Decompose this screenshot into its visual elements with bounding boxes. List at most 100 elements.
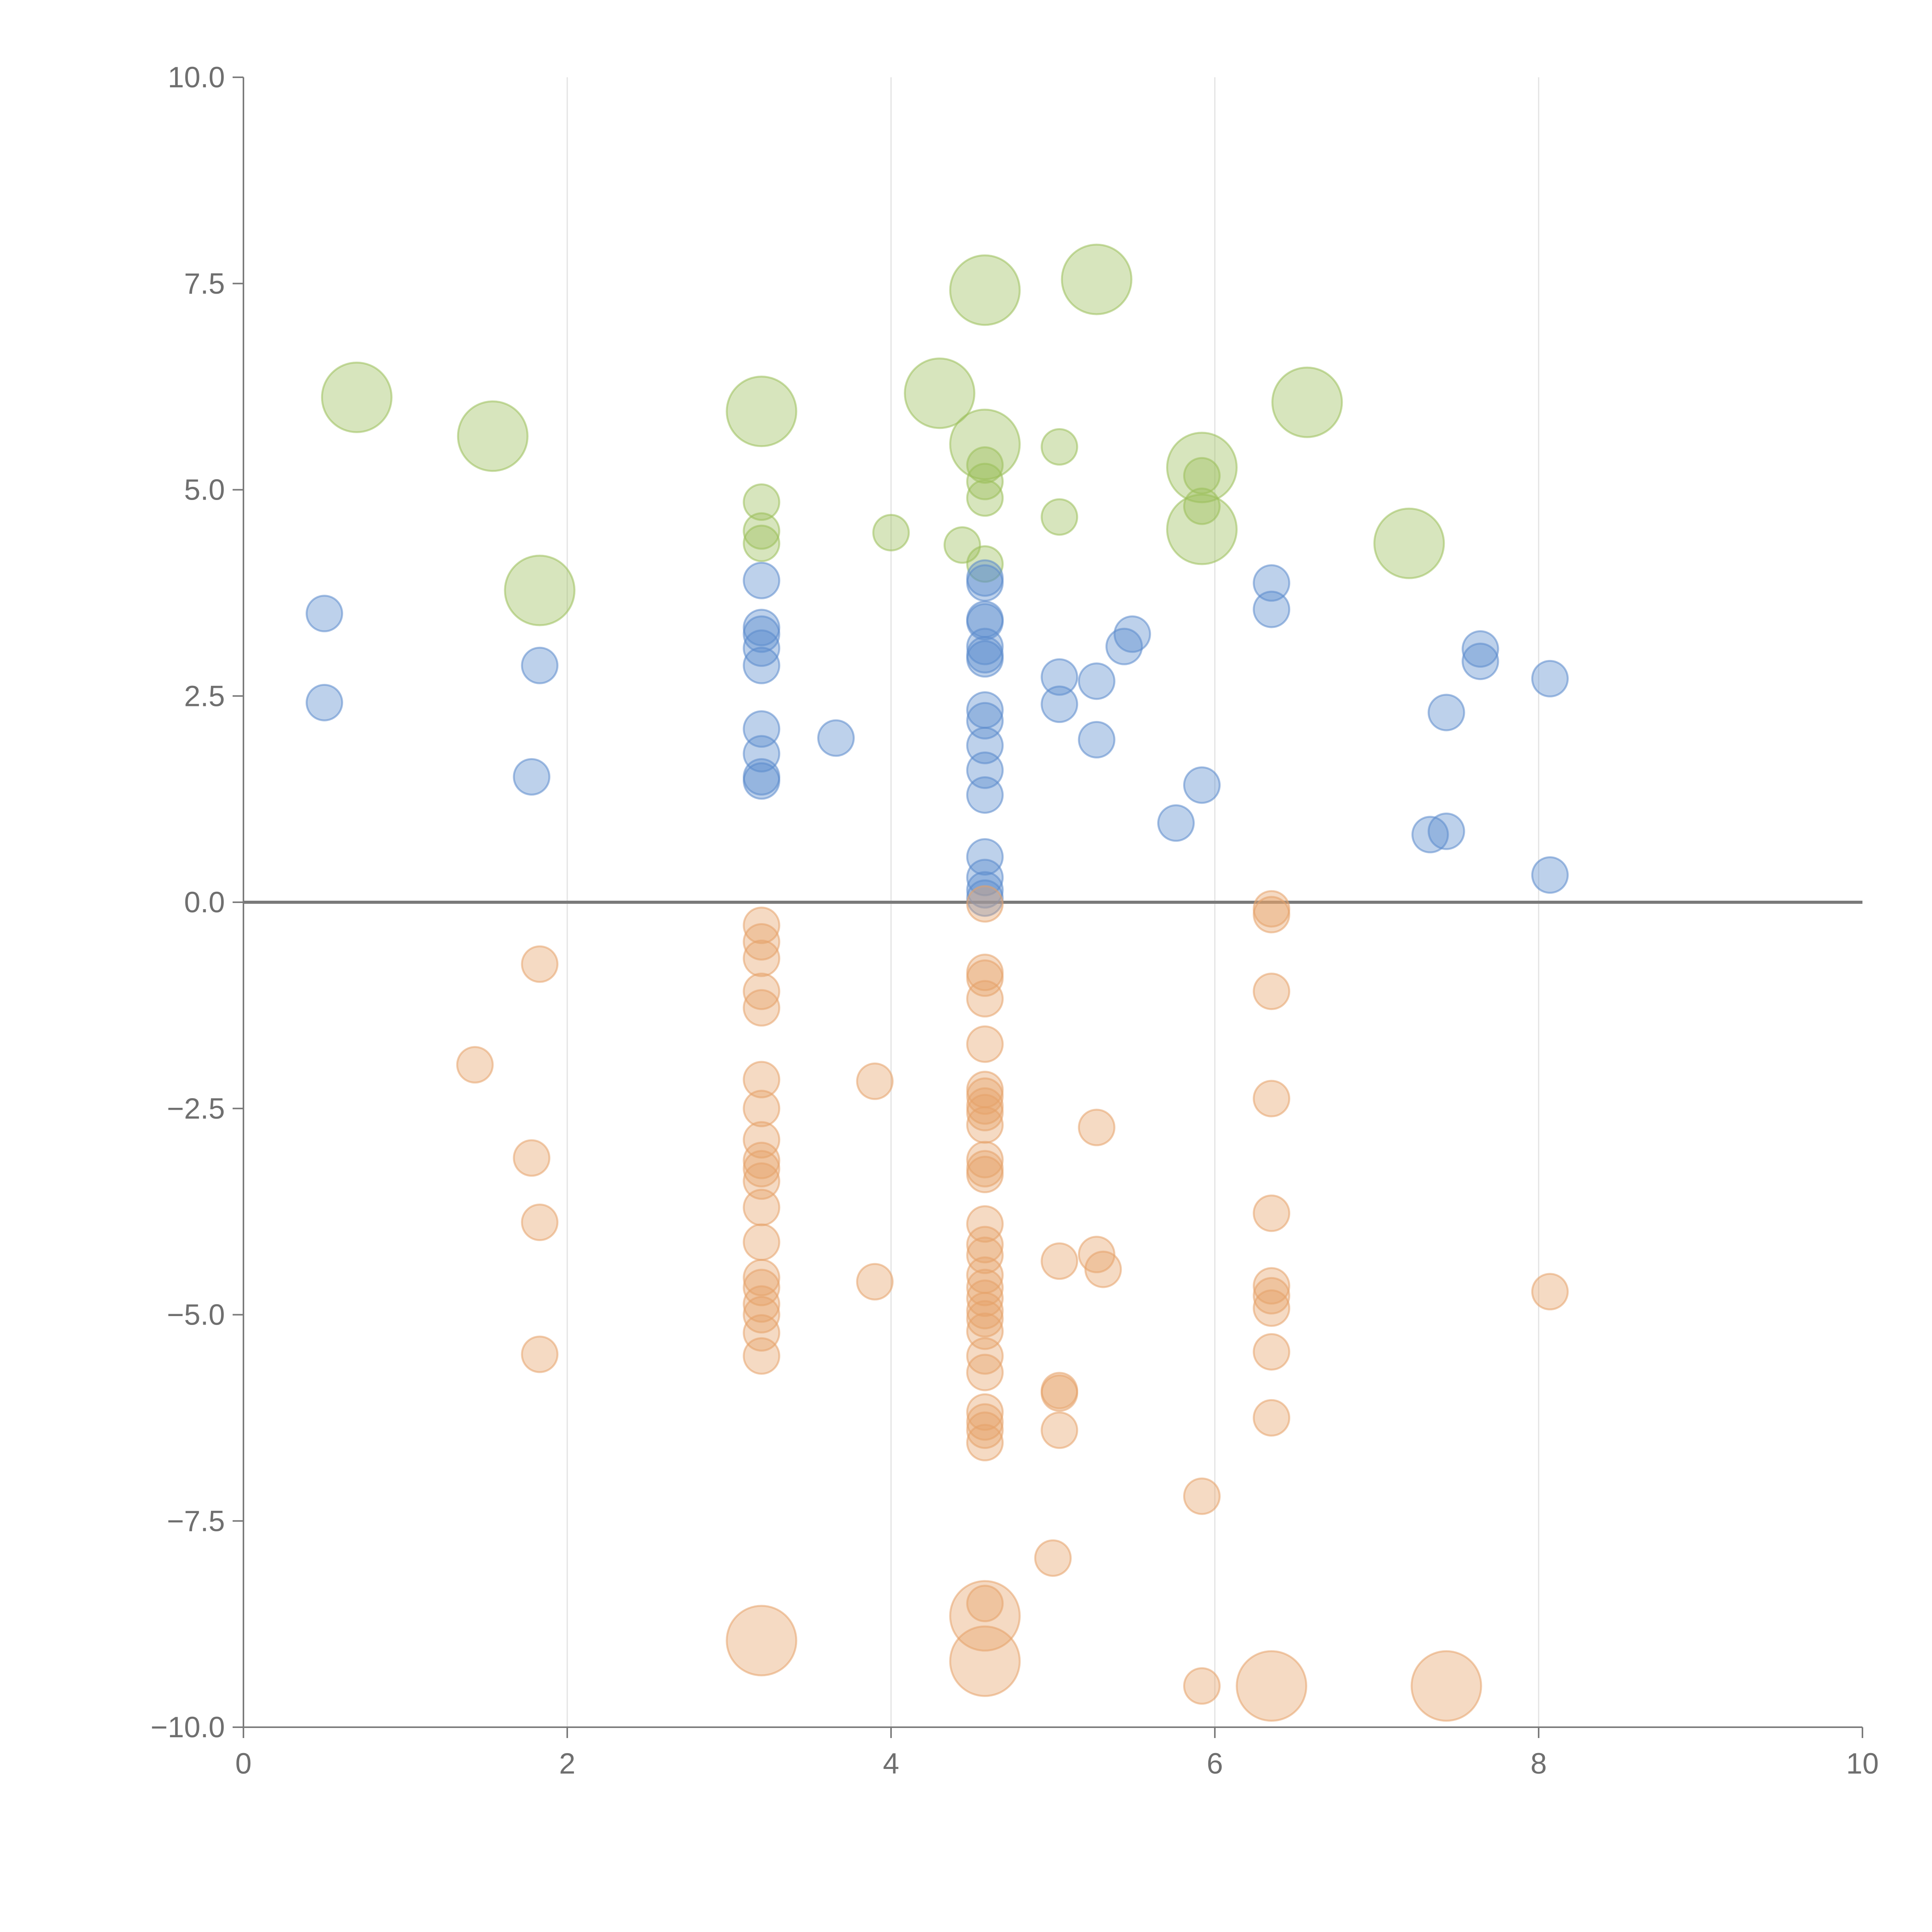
- data-point-orange[interactable]: [966, 885, 1004, 923]
- data-point-orange[interactable]: [966, 1354, 1004, 1391]
- data-point-orange[interactable]: [966, 1094, 1004, 1131]
- data-point-green[interactable]: [904, 357, 976, 429]
- data-point-orange[interactable]: [1041, 1411, 1078, 1449]
- data-point-orange[interactable]: [856, 1062, 894, 1100]
- data-point-blue[interactable]: [966, 838, 1004, 876]
- data-point-blue[interactable]: [966, 564, 1004, 602]
- data-point-orange[interactable]: [743, 989, 781, 1027]
- data-point-orange[interactable]: [966, 980, 1004, 1018]
- data-point-orange[interactable]: [966, 1141, 1004, 1179]
- data-point-green[interactable]: [966, 446, 1004, 484]
- data-point-orange[interactable]: [1253, 1289, 1291, 1327]
- data-point-orange[interactable]: [1253, 1080, 1291, 1117]
- data-point-green[interactable]: [321, 361, 393, 433]
- data-point-blue[interactable]: [306, 595, 343, 633]
- data-point-blue[interactable]: [1461, 630, 1499, 668]
- data-point-green[interactable]: [743, 512, 781, 550]
- data-point-green[interactable]: [743, 483, 781, 521]
- data-point-orange[interactable]: [966, 1226, 1004, 1264]
- data-point-orange[interactable]: [1253, 1277, 1291, 1315]
- data-point-orange[interactable]: [966, 1156, 1004, 1194]
- data-point-blue[interactable]: [966, 859, 1004, 896]
- data-point-blue[interactable]: [966, 871, 1004, 909]
- data-point-blue[interactable]: [743, 646, 781, 684]
- data-point-orange[interactable]: [743, 1090, 781, 1128]
- data-point-orange[interactable]: [1236, 1650, 1308, 1722]
- data-point-green[interactable]: [1166, 432, 1238, 503]
- data-point-green[interactable]: [966, 463, 1004, 500]
- data-point-blue[interactable]: [521, 646, 559, 684]
- data-point-blue[interactable]: [966, 776, 1004, 814]
- data-point-orange[interactable]: [743, 1162, 781, 1200]
- data-point-orange[interactable]: [743, 973, 781, 1010]
- data-point-green[interactable]: [726, 376, 798, 447]
- data-point-orange[interactable]: [743, 1121, 781, 1159]
- data-point-orange[interactable]: [743, 1189, 781, 1226]
- data-point-blue[interactable]: [1157, 804, 1195, 842]
- data-point-orange[interactable]: [743, 923, 781, 961]
- data-point-orange[interactable]: [743, 1269, 781, 1306]
- data-point-green[interactable]: [504, 554, 576, 626]
- data-point-blue[interactable]: [1461, 643, 1499, 680]
- data-point-green[interactable]: [1061, 243, 1133, 315]
- data-point-orange[interactable]: [513, 1139, 551, 1177]
- data-point-orange[interactable]: [1253, 896, 1291, 934]
- data-point-orange[interactable]: [743, 1141, 781, 1179]
- data-point-orange[interactable]: [949, 1580, 1021, 1652]
- data-point-orange[interactable]: [1078, 1109, 1116, 1146]
- data-point-blue[interactable]: [306, 684, 343, 721]
- data-point-green[interactable]: [966, 479, 1004, 517]
- data-point-orange[interactable]: [966, 1236, 1004, 1274]
- data-point-blue[interactable]: [743, 762, 781, 800]
- data-point-blue[interactable]: [1183, 766, 1221, 804]
- data-point-orange[interactable]: [1041, 1374, 1078, 1412]
- data-point-orange[interactable]: [726, 1605, 798, 1677]
- data-point-orange[interactable]: [1531, 1273, 1569, 1311]
- data-point-green[interactable]: [1373, 507, 1445, 579]
- data-point-orange[interactable]: [1183, 1667, 1221, 1705]
- data-point-blue[interactable]: [966, 640, 1004, 678]
- data-point-orange[interactable]: [1253, 1399, 1291, 1437]
- data-point-blue[interactable]: [817, 719, 855, 757]
- data-point-green[interactable]: [1271, 366, 1343, 438]
- data-point-orange[interactable]: [966, 1205, 1004, 1243]
- data-point-blue[interactable]: [1427, 694, 1465, 731]
- data-point-orange[interactable]: [1253, 1333, 1291, 1371]
- data-point-orange[interactable]: [949, 1625, 1021, 1697]
- data-point-orange[interactable]: [1183, 1477, 1221, 1515]
- data-point-green[interactable]: [1041, 428, 1078, 466]
- data-point-blue[interactable]: [1253, 590, 1291, 628]
- data-point-orange[interactable]: [966, 1300, 1004, 1338]
- data-point-blue[interactable]: [1427, 812, 1465, 850]
- data-point-green[interactable]: [872, 514, 910, 552]
- data-point-orange[interactable]: [743, 939, 781, 977]
- data-point-orange[interactable]: [743, 1285, 781, 1323]
- data-point-orange[interactable]: [521, 1203, 559, 1241]
- data-point-orange[interactable]: [966, 1292, 1004, 1330]
- data-point-orange[interactable]: [743, 1061, 781, 1099]
- data-point-orange[interactable]: [966, 1279, 1004, 1317]
- data-point-orange[interactable]: [521, 1335, 559, 1373]
- data-point-orange[interactable]: [743, 1337, 781, 1375]
- data-point-orange[interactable]: [456, 1046, 494, 1084]
- data-point-blue[interactable]: [743, 561, 781, 599]
- data-point-blue[interactable]: [1078, 662, 1116, 700]
- data-point-blue[interactable]: [1253, 564, 1291, 602]
- data-point-orange[interactable]: [1084, 1250, 1122, 1288]
- data-point-green[interactable]: [1041, 498, 1078, 536]
- data-point-orange[interactable]: [966, 1423, 1004, 1461]
- data-point-orange[interactable]: [1253, 1194, 1291, 1232]
- data-point-orange[interactable]: [1034, 1539, 1072, 1577]
- data-point-orange[interactable]: [743, 1150, 781, 1188]
- data-point-blue[interactable]: [1113, 615, 1151, 653]
- data-point-green[interactable]: [966, 545, 1004, 583]
- data-point-green[interactable]: [743, 524, 781, 562]
- data-point-orange[interactable]: [856, 1263, 894, 1301]
- data-point-orange[interactable]: [743, 1223, 781, 1261]
- data-point-blue[interactable]: [1531, 660, 1569, 697]
- data-point-blue[interactable]: [1041, 685, 1078, 723]
- data-point-blue[interactable]: [1411, 816, 1449, 854]
- data-point-orange[interactable]: [1410, 1650, 1482, 1722]
- data-point-orange[interactable]: [966, 1585, 1004, 1622]
- data-point-blue[interactable]: [1041, 658, 1078, 696]
